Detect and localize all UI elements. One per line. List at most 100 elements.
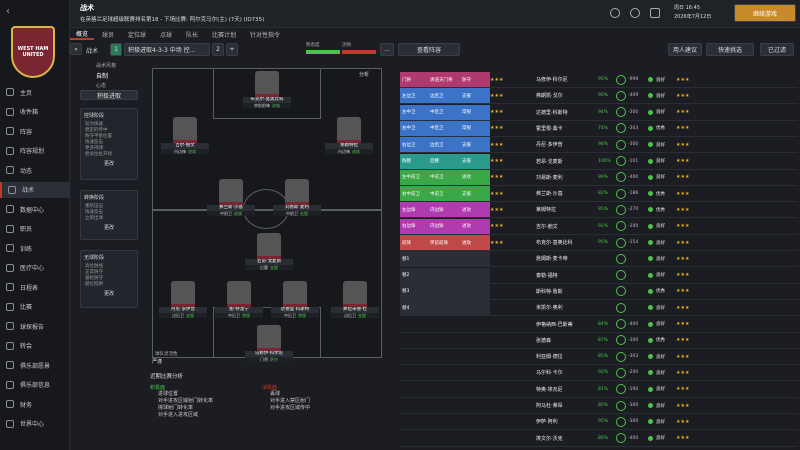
table-row[interactable]: 门将 清道夫门将 防守 ★★★ 马修伊·科尔尼 95% -999 良好 ★★★ bbox=[400, 72, 798, 88]
player-card[interactable]: 马修伊·科尔尼 门将 防守 bbox=[245, 325, 293, 362]
player-name[interactable]: 埃文尔·沃克 bbox=[536, 435, 563, 442]
player-name[interactable]: 刘易斯·麦利 bbox=[536, 174, 563, 181]
player-name[interactable]: 弗兰斯·沙基 bbox=[536, 191, 563, 198]
player-name[interactable]: 布克尔·基奥比科 bbox=[536, 240, 573, 246]
table-row[interactable]: 替1 詹姆斯·麦卡帝 良好 ★★★ bbox=[400, 251, 798, 268]
player-card[interactable]: 若昂·戈麦斯 后腰 支援 bbox=[245, 233, 293, 270]
sidebar-item[interactable]: 动态 bbox=[0, 162, 70, 178]
tab-item[interactable]: 点球 bbox=[160, 31, 173, 39]
role-cell[interactable] bbox=[428, 316, 462, 332]
role-cell[interactable] bbox=[428, 349, 462, 365]
role-cell[interactable] bbox=[428, 300, 462, 316]
transition-change[interactable]: 更改 bbox=[103, 225, 114, 231]
table-row[interactable]: 马尔科·卡尔 92% -200 良好 ★★★ bbox=[400, 365, 798, 382]
sidebar-item[interactable]: 比赛 bbox=[0, 299, 70, 315]
tab-item[interactable]: 针对性指令 bbox=[250, 31, 281, 39]
tab-item[interactable]: 定位球 bbox=[128, 31, 147, 39]
table-row[interactable]: 右边卫 边后卫 支援 ★★★ 丹尼·多伊普 98% -300 良好 ★★★ bbox=[400, 137, 798, 154]
sidebar-item[interactable]: 医疗中心 bbox=[0, 260, 70, 276]
table-row[interactable]: 右边锋 内边锋 进攻 ★★★ 吉尔-鲍文 92% -200 良好 ★★★ bbox=[400, 218, 798, 235]
sidebar-item[interactable]: 数据中心 bbox=[0, 201, 70, 217]
table-row[interactable]: 伊格纳西·巴斯蒂 84% -400 良好 ★★★ bbox=[400, 316, 798, 333]
sidebar-item[interactable]: 财务 bbox=[0, 396, 70, 412]
back-icon[interactable]: ‹ bbox=[6, 6, 10, 17]
tab-item[interactable]: 概览 bbox=[70, 28, 95, 40]
view-squad-dropdown[interactable]: 查看阵容 bbox=[398, 43, 460, 56]
out-of-possession-change[interactable]: 更改 bbox=[103, 291, 114, 297]
position-cell[interactable]: 左边锋 bbox=[400, 202, 428, 218]
player-name[interactable]: 斯科特·詹斯 bbox=[536, 288, 563, 295]
table-row[interactable]: 左边锋 内边锋 进攻 ★★★ 莱姆特拉 95% -270 优秀 ★★★ bbox=[400, 202, 798, 219]
player-name[interactable]: 若昂·戈麦斯 bbox=[536, 158, 563, 165]
sidebar-item[interactable]: 阵容规划 bbox=[0, 143, 70, 159]
analysis-button[interactable]: 分析 bbox=[359, 72, 370, 78]
role-cell[interactable]: 内边锋 bbox=[428, 202, 462, 218]
player-name[interactable]: 伊格纳西·巴斯蒂 bbox=[536, 321, 573, 328]
role-cell[interactable] bbox=[428, 381, 462, 397]
table-row[interactable]: 阿马杜·莱昂 80% -300 良好 ★★★ bbox=[400, 398, 798, 414]
sidebar-item[interactable]: 战术 bbox=[0, 181, 70, 198]
role-cell[interactable] bbox=[428, 365, 462, 381]
player-name[interactable]: 詹姆斯·麦卡帝 bbox=[536, 256, 568, 263]
out-of-possession-card[interactable]: 无球阶段 高位防线 正常防守 逼抢防守 越位陷阱 更改 bbox=[80, 250, 138, 308]
mentality-select[interactable]: 积极进取 bbox=[80, 90, 138, 100]
player-name[interactable]: 丹尼·多伊普 bbox=[536, 142, 563, 149]
role-cell[interactable]: 中前卫 bbox=[428, 186, 462, 202]
role-cell[interactable]: 中后卫 bbox=[428, 104, 462, 120]
player-card[interactable]: 弗拉米德·杜 边后卫 支援 bbox=[331, 281, 379, 318]
sidebar-item[interactable]: 球探报告 bbox=[0, 318, 70, 334]
table-row[interactable]: 右中前卫 中前卫 支援 ★★★ 弗兰斯·沙基 82% -186 优秀 ★★★ bbox=[400, 186, 798, 203]
position-cell[interactable]: 右中前卫 bbox=[400, 186, 428, 202]
player-name[interactable]: 莱姆特拉 bbox=[536, 207, 557, 214]
position-cell[interactable]: 替1 bbox=[400, 251, 428, 267]
bulb-icon[interactable] bbox=[610, 8, 620, 18]
player-name[interactable]: 霍里根·桑卡 bbox=[536, 125, 563, 132]
position-cell[interactable]: 左中卫 bbox=[400, 104, 428, 120]
sidebar-item[interactable]: 俱乐部愿景 bbox=[0, 357, 70, 373]
sidebar-item[interactable]: 收件箱 bbox=[0, 104, 70, 120]
player-card[interactable]: 达德里·科斯特 中后卫 常规 bbox=[271, 281, 319, 318]
player-name[interactable]: 马修伊·科尔尼 bbox=[536, 77, 568, 83]
role-cell[interactable] bbox=[428, 414, 462, 430]
player-name[interactable]: 马尔科·卡尔 bbox=[536, 370, 563, 377]
position-cell[interactable]: 防腰 bbox=[400, 153, 428, 169]
sidebar-item[interactable]: 职员 bbox=[0, 221, 70, 237]
table-row[interactable]: 利亚姆·德拉 85% -303 良好 ★★★ bbox=[400, 349, 798, 366]
player-card[interactable]: 布克尔·基奥比科 突前前锋 进攻 bbox=[243, 71, 291, 108]
tab-item[interactable]: 比赛计划 bbox=[212, 31, 237, 39]
table-row[interactable]: 前锋 突前前锋 进攻 ★★★ 布克尔·基奥比科 95% -154 良好 ★★★ bbox=[400, 235, 798, 251]
player-card[interactable]: 刘易斯·麦利 中前卫 支援 bbox=[273, 179, 321, 216]
player-name[interactable]: 伊萨·阿利 bbox=[536, 419, 558, 426]
role-cell[interactable]: 清道夫门将 bbox=[428, 72, 462, 87]
sidebar-item[interactable]: 转会 bbox=[0, 338, 70, 354]
role-cell[interactable]: 中后卫 bbox=[428, 120, 462, 136]
tactic-select[interactable]: 积极进取4-3-3 中场 控... bbox=[124, 43, 210, 56]
role-cell[interactable] bbox=[428, 267, 462, 283]
tab-item[interactable]: 球员 bbox=[102, 31, 115, 39]
in-possession-card[interactable]: 控球阶段 较为快速 稳定的传中 防守平衡位置 快速反击 更多持球 尝试拉扯开场 更改 bbox=[80, 108, 138, 180]
sidebar-item[interactable]: 俱乐部信息 bbox=[0, 377, 70, 393]
position-cell[interactable]: 替2 bbox=[400, 267, 428, 283]
player-name[interactable]: 达德里·科斯特 bbox=[536, 109, 568, 116]
player-card[interactable]: 鲍·特温宁 中后卫 常规 bbox=[215, 281, 263, 318]
role-cell[interactable]: 内边锋 bbox=[428, 218, 462, 234]
table-row[interactable]: 左中前卫 中前卫 进攻 ★★★ 刘易斯·麦利 99% -400 良好 ★★★ bbox=[400, 169, 798, 186]
position-cell[interactable]: 右中卫 bbox=[400, 120, 428, 136]
table-row[interactable]: 防腰 后腰 支援 ★★★ 若昂·戈麦斯 100% -101 良好 ★★★ bbox=[400, 153, 798, 170]
player-name[interactable]: 阿马杜·莱昂 bbox=[536, 403, 563, 409]
role-cell[interactable] bbox=[428, 398, 462, 413]
tactic-slot-1[interactable]: 1 bbox=[110, 43, 122, 56]
player-card[interactable]: 丹尼·多伊普 边后卫 支援 bbox=[159, 281, 207, 318]
table-row[interactable]: 伊萨·阿利 95% -300 良好 ★★★ bbox=[400, 414, 798, 431]
player-name[interactable]: 弗朗凯·戈尔 bbox=[536, 93, 563, 100]
role-cell[interactable] bbox=[428, 251, 462, 267]
sidebar-item[interactable]: 主页 bbox=[0, 84, 70, 100]
position-cell[interactable]: 替4 bbox=[400, 300, 428, 316]
role-cell[interactable]: 后腰 bbox=[428, 153, 462, 169]
add-tactic-button[interactable]: + bbox=[226, 43, 238, 56]
player-card[interactable]: 吉尔-鲍文 内边锋 进攻 bbox=[161, 117, 209, 154]
position-cell[interactable]: 右边卫 bbox=[400, 137, 428, 153]
player-name[interactable]: 特奥·埃瓦尼 bbox=[536, 386, 563, 393]
tab-item[interactable]: 队长 bbox=[186, 31, 199, 39]
role-cell[interactable]: 中前卫 bbox=[428, 169, 462, 185]
